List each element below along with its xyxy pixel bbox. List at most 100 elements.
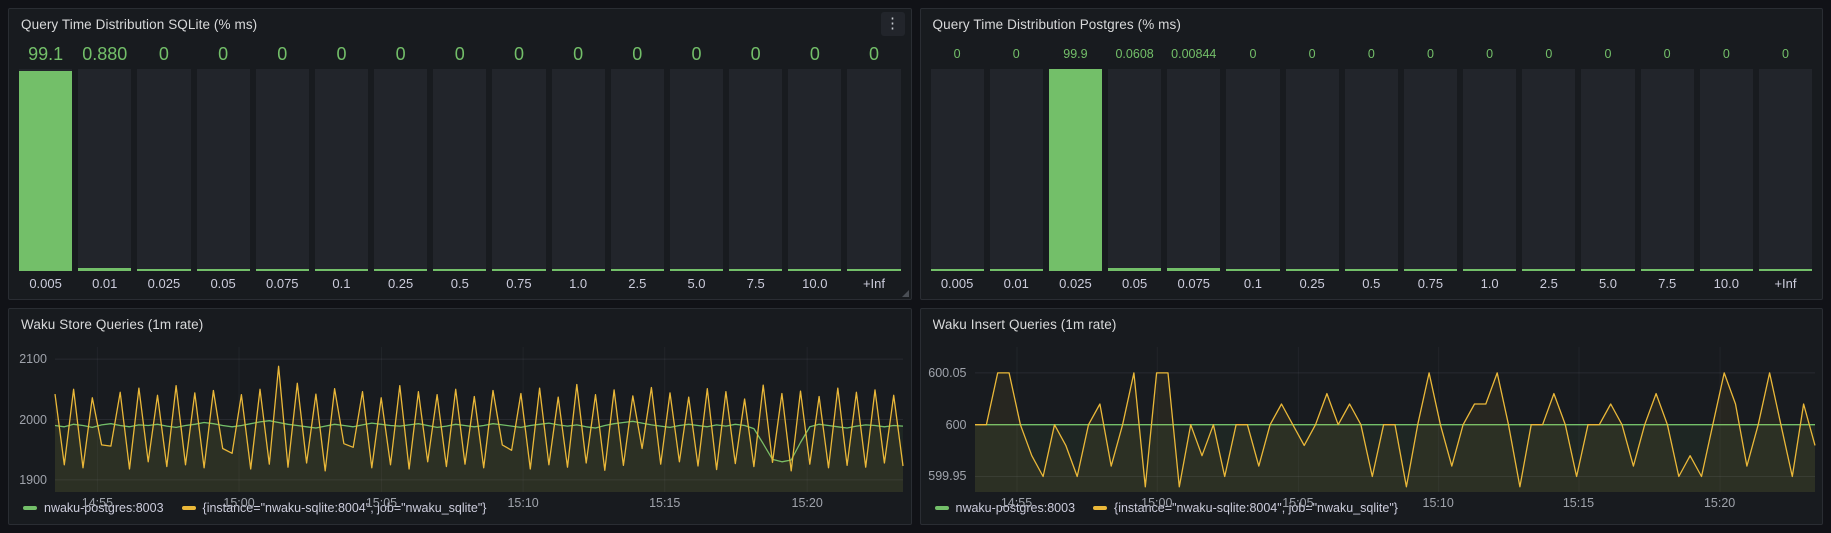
hist-bar-1.0[interactable]: 0 1.0 [1463, 39, 1517, 295]
legend-item[interactable]: {instance="nwaku-sqlite:8004", job="nwak… [1093, 501, 1398, 515]
bar-value-label: 99.9 [1063, 47, 1088, 61]
bar-category-label: 0.5 [450, 275, 469, 291]
hist-bar-0.01[interactable]: 0.880 0.01 [78, 39, 132, 295]
bar-fill [1758, 269, 1813, 271]
legend-label: {instance="nwaku-sqlite:8004", job="nwak… [202, 501, 487, 515]
bar-category-label: 1.0 [1480, 275, 1499, 291]
hist-bar-0.25[interactable]: 0 0.25 [374, 39, 428, 295]
panel-header[interactable]: Waku Store Queries (1m rate) [9, 309, 911, 339]
bar-category-label: 0.01 [92, 275, 118, 291]
chart-legend: nwaku-postgres:8003 {instance="nwaku-sqli… [921, 498, 1823, 524]
hist-bar-0.005[interactable]: 99.1 0.005 [19, 39, 73, 295]
y-axis-tick-label: 1900 [19, 472, 47, 487]
bar-gauge-postgres: 0 0.005 0 0.01 99.9 0.025 0.0608 0.05 0.00844 0.0… [921, 39, 1823, 299]
panel-query-time-postgres: Query Time Distribution Postgres (% ms) … [919, 8, 1823, 300]
panel-header[interactable]: Waku Insert Queries (1m rate) [921, 309, 1823, 339]
panel-resize-handle[interactable] [901, 290, 909, 297]
hist-bar-0.075[interactable]: 0 0.075 [255, 39, 309, 295]
bar-value-label: 99.1 [28, 43, 64, 64]
bar-category-label: 0.05 [1121, 275, 1148, 291]
hist-bar-10.0[interactable]: 0 10.0 [1699, 39, 1753, 295]
x-axis-tick-label: 15:00 [223, 496, 255, 510]
panel-header[interactable]: Query Time Distribution SQLite (% ms) ⋮ [9, 9, 911, 39]
bar-fill [374, 269, 428, 271]
bar-track [196, 69, 250, 271]
bar-value-label: 0 [750, 43, 761, 64]
hist-bar-0.05[interactable]: 0.0608 0.05 [1108, 39, 1162, 295]
x-axis-tick-label: 15:20 [791, 496, 823, 510]
hist-bar-0.5[interactable]: 0 0.5 [1344, 39, 1398, 295]
hist-bar-0.1[interactable]: 0 0.1 [1226, 39, 1280, 295]
legend-item[interactable]: nwaku-postgres:8003 [934, 501, 1075, 515]
bar-value-label: 0 [573, 43, 584, 64]
hist-bar-0.75[interactable]: 0 0.75 [492, 39, 546, 295]
bar-fill [1640, 269, 1694, 271]
hist-bar-0.075[interactable]: 0.00844 0.075 [1167, 39, 1221, 295]
hist-bar-10.0[interactable]: 0 10.0 [788, 39, 842, 295]
bar-value-label: 0 [277, 43, 288, 64]
hist-bar-+Inf[interactable]: 0 +Inf [1758, 39, 1813, 295]
bar-track [1285, 69, 1339, 271]
panel-header[interactable]: Query Time Distribution Postgres (% ms) [921, 9, 1823, 39]
hist-bar-0.75[interactable]: 0 0.75 [1403, 39, 1458, 295]
bar-value-label: 0 [691, 43, 702, 64]
bar-track [374, 69, 428, 271]
panel-query-time-sqlite: Query Time Distribution SQLite (% ms) ⋮ … [8, 8, 912, 300]
hist-bar-0.005[interactable]: 0 0.005 [930, 39, 984, 295]
bar-track [1522, 69, 1576, 271]
bar-track [1581, 69, 1635, 271]
bar-value-label: 0 [632, 43, 643, 64]
hist-bar-0.5[interactable]: 0 0.5 [433, 39, 487, 295]
legend-item[interactable]: nwaku-postgres:8003 [23, 501, 164, 515]
timeseries-plot[interactable] [9, 339, 911, 512]
bar-track [492, 69, 546, 271]
panel-title: Waku Insert Queries (1m rate) [932, 316, 1117, 332]
bar-category-label: 0.005 [29, 275, 62, 291]
bar-value-label: 0 [868, 43, 879, 64]
series-line [974, 372, 1816, 488]
panel-menu-button[interactable]: ⋮ [880, 12, 905, 36]
bar-fill [551, 269, 605, 271]
bar-value-label: 0 [1722, 47, 1730, 61]
hist-bar-7.5[interactable]: 0 7.5 [1640, 39, 1694, 295]
hist-bar-0.025[interactable]: 99.9 0.025 [1048, 39, 1103, 295]
x-axis-tick-label: 15:20 [1703, 496, 1736, 510]
hist-bar-5.0[interactable]: 0 5.0 [669, 39, 724, 295]
hist-bar-5.0[interactable]: 0 5.0 [1581, 39, 1635, 295]
bar-value-label: 0.0608 [1115, 47, 1154, 61]
bar-fill [1167, 267, 1221, 271]
hist-bar-0.25[interactable]: 0 0.25 [1285, 39, 1339, 295]
bar-track [1463, 69, 1517, 271]
hist-bar-7.5[interactable]: 0 7.5 [729, 39, 783, 295]
bar-value-label: 0 [158, 43, 169, 64]
hist-bar-2.5[interactable]: 0 2.5 [1522, 39, 1576, 295]
bar-value-label: 0 [1545, 47, 1553, 61]
timeseries-plot[interactable] [921, 339, 1823, 512]
hist-bar-0.01[interactable]: 0 0.01 [989, 39, 1043, 295]
bar-fill [610, 269, 664, 271]
series-line [54, 365, 904, 472]
bar-track [1640, 69, 1694, 271]
bar-track [1167, 69, 1221, 271]
panel-title: Waku Store Queries (1m rate) [21, 316, 204, 332]
panel-waku-insert-queries: Waku Insert Queries (1m rate) 600.05 600 5… [919, 308, 1823, 525]
bar-track [729, 69, 783, 271]
hist-bar-0.025[interactable]: 0 0.025 [137, 39, 191, 295]
bar-category-label: 7.5 [746, 275, 765, 291]
hist-bar-0.05[interactable]: 0 0.05 [196, 39, 250, 295]
hist-bar-1.0[interactable]: 0 1.0 [551, 39, 605, 295]
bar-track [314, 69, 369, 271]
bar-fill [930, 269, 984, 271]
bar-category-label: 10.0 [1713, 275, 1739, 291]
bar-category-label: 0.75 [506, 275, 532, 291]
bar-fill [1403, 269, 1458, 271]
hist-bar-0.1[interactable]: 0 0.1 [314, 39, 369, 295]
hist-bar-+Inf[interactable]: 0 +Inf [847, 39, 901, 295]
bar-fill [1522, 269, 1576, 271]
x-axis-tick-label: 15:15 [649, 496, 681, 510]
bar-fill [1285, 269, 1339, 271]
legend-item[interactable]: {instance="nwaku-sqlite:8004", job="nwak… [181, 501, 487, 515]
bar-category-label: 0.025 [147, 275, 181, 291]
bar-gauge-sqlite: 99.1 0.005 0.880 0.01 0 0.025 0 0.05 0 0.075 0 0.1 0… [9, 39, 911, 299]
hist-bar-2.5[interactable]: 0 2.5 [610, 39, 664, 295]
